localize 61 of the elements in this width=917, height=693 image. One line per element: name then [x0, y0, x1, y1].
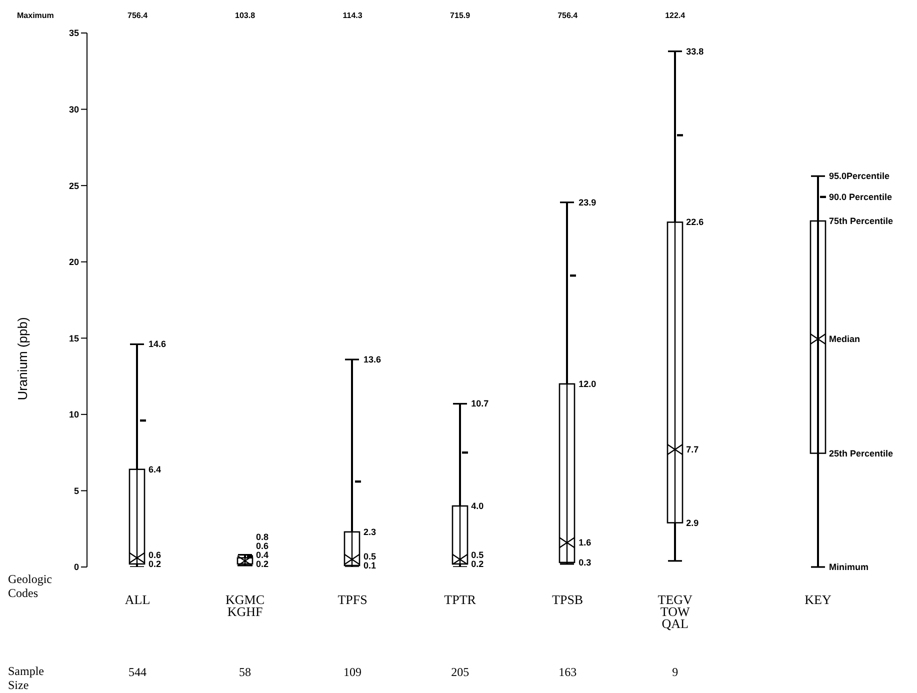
text: 122.4	[665, 10, 686, 20]
text: 114.3	[342, 10, 363, 20]
y-tick-label: 35	[68, 28, 79, 38]
text: Geologic Codes	[8, 572, 52, 600]
annotation: 0.1	[364, 560, 376, 570]
annotation: 0.2	[256, 558, 269, 569]
annotation: 0.4	[256, 550, 269, 560]
text: Maximum	[17, 10, 54, 20]
annotation: 1.6	[578, 538, 592, 548]
annotation: 22.6	[686, 217, 704, 228]
annotation: 23.9	[578, 197, 596, 208]
y-tick-label: 25	[68, 180, 79, 191]
text: 75th Percentile	[829, 216, 894, 226]
annotation: 10.7	[471, 398, 489, 409]
text: Median	[829, 334, 860, 344]
annotation: 33.8	[686, 46, 704, 56]
annotation: 13.6	[364, 354, 382, 365]
annotation: 0.5	[364, 551, 376, 562]
y-tick-label: 10	[68, 410, 79, 420]
x-tick-label: TPFS	[338, 592, 368, 607]
y-tick-label: 15	[68, 333, 79, 344]
y-tick-label: 0	[74, 562, 79, 572]
text: 544	[128, 665, 147, 679]
annotation: 0.3	[578, 557, 592, 568]
annotation: 0.5	[471, 550, 484, 560]
y-tick-label: 30	[68, 104, 79, 114]
x-tick-label: KGMC KGHF	[226, 592, 265, 619]
text: Sample Size	[8, 664, 44, 692]
legend-title: KEY	[804, 592, 832, 607]
annotation: 4.0	[471, 500, 484, 511]
text: 109	[344, 665, 362, 679]
y-tick-label: 20	[68, 257, 79, 268]
annotation: 0.2	[148, 558, 162, 569]
y-axis-title: Uranium (ppb)	[14, 317, 30, 400]
annotation: 6.4	[148, 464, 162, 474]
annotation: 7.7	[686, 444, 699, 455]
text: 163	[558, 665, 577, 679]
x-tick-label: TPSB	[552, 592, 584, 607]
text: 9	[672, 665, 678, 679]
annotation: 0.8	[256, 532, 269, 542]
annotation: 0.2	[471, 558, 484, 569]
annotation: 2.3	[364, 526, 376, 537]
annotation: 2.9	[686, 518, 699, 528]
text: 25th Percentile	[829, 448, 894, 458]
y-tick-label: 5	[74, 486, 79, 496]
annotation: 12.0	[578, 378, 596, 389]
annotation: 0.6	[148, 550, 162, 560]
legend-label: 90.0 Percentile	[829, 192, 892, 202]
text: 715.9	[450, 10, 471, 20]
text: 103.8	[235, 10, 256, 20]
text: Minimum	[829, 562, 868, 572]
text: 205	[451, 665, 470, 679]
text: 756.4	[558, 10, 578, 20]
annotation: 0.6	[256, 540, 269, 551]
x-tick-label: ALL	[124, 592, 150, 607]
annotation: 14.6	[148, 339, 166, 350]
text: 58	[239, 665, 252, 679]
x-tick-label: TEGV TOW QAL	[658, 592, 694, 631]
x-tick-label: TPTR	[444, 592, 476, 607]
text: 756.4	[128, 10, 148, 20]
text: 95.0Percentile	[829, 171, 890, 182]
